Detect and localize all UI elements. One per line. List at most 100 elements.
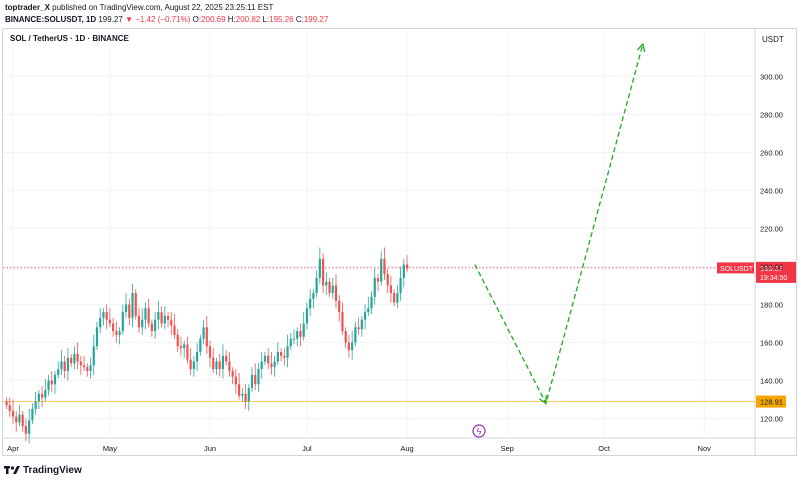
candle-body <box>341 312 344 332</box>
publish-info: published on TradingView.com, August 22,… <box>52 3 274 12</box>
candle-body <box>186 344 189 360</box>
candle-body <box>31 409 34 421</box>
candle-body <box>15 416 18 423</box>
candle-body <box>279 352 283 356</box>
candle-body <box>370 296 373 309</box>
tradingview-logo-icon <box>4 466 20 474</box>
candle-body <box>305 308 309 324</box>
candle-body <box>21 414 24 427</box>
candle-body <box>276 352 279 362</box>
time-tick-label: Aug <box>400 444 413 453</box>
candle-body <box>47 380 50 390</box>
candle-body <box>24 426 28 434</box>
last-price: 199.27 <box>98 15 123 24</box>
price-axis[interactable]: 120.00 140.00 160.00 180.00 200.00 220.00 240.… <box>760 73 783 424</box>
candle-body <box>118 331 121 335</box>
candle-body <box>102 312 105 318</box>
support-tag <box>756 395 786 408</box>
candles <box>5 247 409 444</box>
candle-body <box>160 312 163 324</box>
candle-body <box>105 312 108 320</box>
candle-body <box>231 371 234 377</box>
time-tick-label: Sep <box>501 444 514 453</box>
currency-label[interactable]: USDT <box>762 35 784 44</box>
candle-body <box>208 346 212 358</box>
candle-body <box>389 285 393 294</box>
candle-body <box>257 369 260 385</box>
publish-header: toptrader_X published on TradingView.com… <box>0 0 800 28</box>
candle-body <box>215 361 218 370</box>
projection-line <box>474 44 644 406</box>
candle-body <box>63 361 66 371</box>
candle-body <box>338 300 341 313</box>
candle-body <box>134 293 137 316</box>
candle-body <box>347 342 351 351</box>
time-tick-label: Nov <box>698 444 712 453</box>
candle-body <box>360 319 363 330</box>
candle-body <box>166 315 170 320</box>
high-label: H: <box>227 15 236 24</box>
candle-body <box>18 414 21 423</box>
projection-arrow-down <box>538 395 547 405</box>
lightning-circle <box>472 424 486 438</box>
price-tick-label: 140.00 <box>760 377 783 386</box>
author-name[interactable]: toptrader_X <box>5 3 50 12</box>
candle-body <box>82 365 86 368</box>
open-label: O: <box>192 15 202 24</box>
candle-body <box>399 277 402 294</box>
low-label: L: <box>262 15 270 24</box>
candle-body <box>202 327 205 339</box>
candle-body <box>405 264 409 269</box>
price-tick-label: 160.00 <box>760 339 783 348</box>
candle-body <box>8 405 11 411</box>
candle-body <box>28 420 31 434</box>
candle-body <box>328 281 331 294</box>
countdown-value: 19:34:50 <box>760 275 787 282</box>
high-value: 200.82 <box>235 15 261 24</box>
candle-body <box>95 327 99 347</box>
tradingview-brand[interactable]: TradingView <box>23 464 82 476</box>
time-tick-label: Oct <box>598 444 611 453</box>
candle-body <box>86 367 89 371</box>
candle-body <box>296 331 299 339</box>
candle-body <box>289 338 292 347</box>
candle-body <box>205 327 208 347</box>
candle-body <box>263 355 267 362</box>
time-tick-label: Jul <box>302 444 312 453</box>
quote-line: BINANCE:SOLUSDT, 1D 199.27 ▼ −1.42 (−0.7… <box>5 15 328 24</box>
candle-body <box>141 319 144 328</box>
candle-body <box>344 331 347 343</box>
last-price-value: 199.27 <box>760 264 783 273</box>
candle-body <box>115 331 118 335</box>
candle-body <box>270 363 273 368</box>
candle-body <box>163 315 166 324</box>
candle-body <box>147 308 150 324</box>
candle-body <box>131 293 134 318</box>
candle-body <box>234 376 237 385</box>
candle-body <box>108 319 111 324</box>
symbol-label: BINANCE:SOLUSDT, 1D <box>5 15 97 24</box>
price-tick-label: 260.00 <box>760 149 783 158</box>
candle-body <box>267 355 270 364</box>
time-axis[interactable]: Apr May Jun Jul Aug Sep Oct Nov <box>7 444 711 453</box>
candle-body <box>302 323 305 337</box>
candle-body <box>92 346 95 366</box>
candle-body <box>37 393 40 402</box>
event-icon[interactable]: ϟ <box>472 424 486 438</box>
candle-body <box>393 293 396 303</box>
candle-body <box>325 281 328 286</box>
time-tick-label: May <box>103 444 117 453</box>
price-tick-label: 200.00 <box>760 263 783 272</box>
candle-body <box>286 346 289 358</box>
candle-body <box>40 393 44 398</box>
candle-body <box>321 258 325 286</box>
price-change: ▼ −1.42 (−0.71%) <box>125 15 191 24</box>
candle-body <box>357 327 360 330</box>
grid <box>3 29 755 438</box>
support-line: 128.91 <box>3 395 786 408</box>
symbol-tag-label: SOLUSDT <box>720 266 754 273</box>
low-value: 195.26 <box>269 15 294 24</box>
candle-body <box>318 258 321 278</box>
chart-frame[interactable] <box>2 28 797 456</box>
